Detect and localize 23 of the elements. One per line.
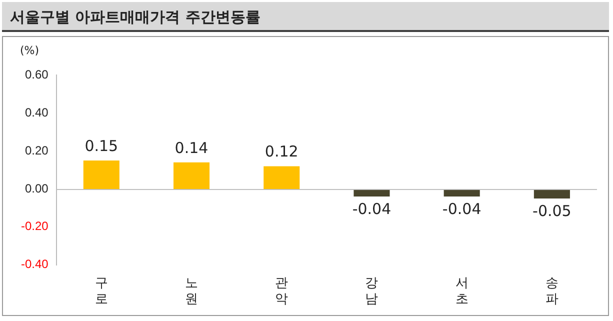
data-label: 0.15 [84,136,118,155]
x-tick-label: 송파 [545,275,558,306]
data-label: -0.04 [352,200,392,218]
data-label: -0.04 [442,200,482,218]
data-label: -0.05 [532,202,572,220]
data-label: 0.12 [264,142,298,161]
y-tick-label: -0.20 [20,219,49,234]
bar [173,162,210,189]
y-tick-label: 0.60 [24,68,49,82]
x-tick-label: 노원 [185,275,198,306]
x-tick-label: 구로 [94,275,108,306]
data-label: 0.14 [174,138,208,157]
y-tick-label: 0.00 [24,181,49,196]
x-tick-label: 강남 [365,275,378,306]
y-tick-label: 0.20 [24,143,49,158]
chart-title: 서울구별 아파트매매가격 주간변동률 [2,2,609,32]
y-tick-label: -0.40 [20,257,49,272]
x-tick-label: 서초 [455,275,468,306]
y-axis-title: (%) [20,44,40,57]
bar [264,166,300,189]
bar [83,160,120,189]
y-tick-label: 0.40 [24,105,49,120]
x-tick-label: 관악 [275,275,288,306]
